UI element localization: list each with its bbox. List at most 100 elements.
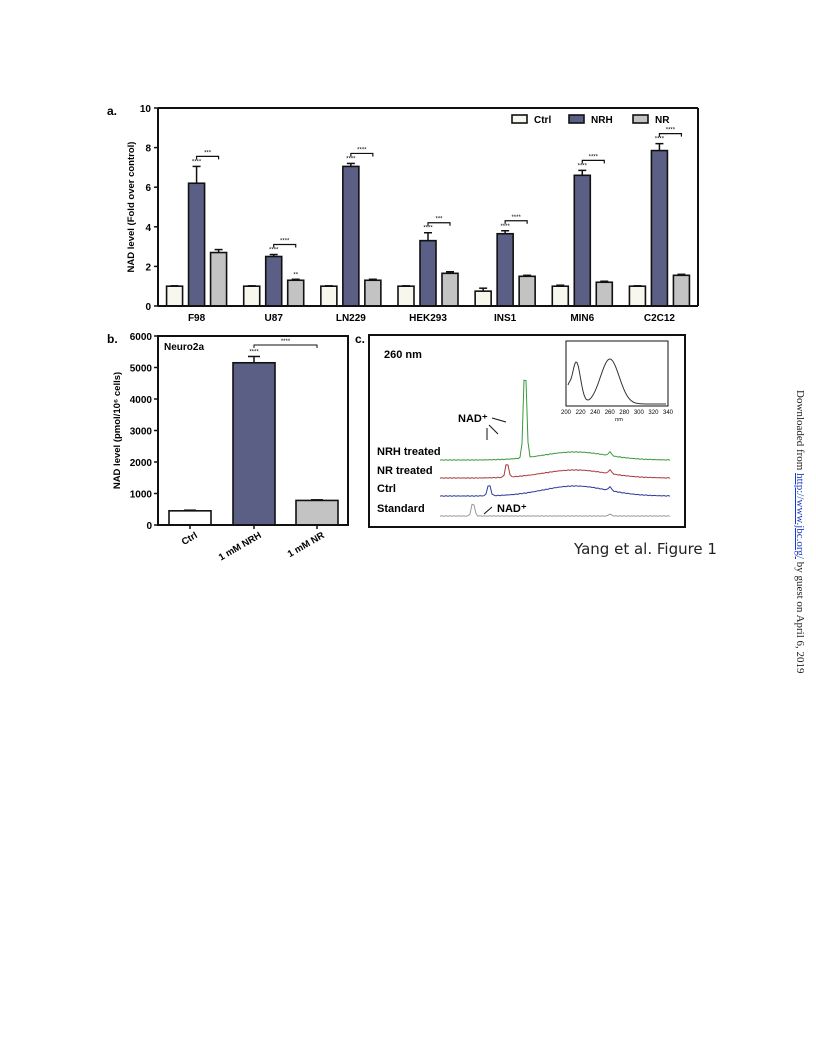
significance-bracket	[195, 155, 220, 160]
download-prefix: Downloaded from	[794, 390, 806, 471]
panel-c-label: c.	[355, 332, 365, 346]
jbc-link[interactable]: http://www.jbc.org/	[794, 473, 806, 559]
panel-a-y-tick-label: 10	[140, 104, 152, 115]
inset-x-tick-label: 300	[634, 410, 645, 416]
panel-a-axes: 0 2 4 6 8 10 NAD level (Fold over control) F98 U…	[126, 104, 699, 324]
trace-label: Standard	[377, 503, 425, 515]
inset-x-tick-label: 320	[648, 410, 659, 416]
significance-bracket	[350, 152, 374, 157]
chromatogram-traces: NRH treated NR treated Ctrl Standard NAD⁺ NAD…	[377, 379, 671, 517]
trace-label: NRH treated	[377, 446, 441, 458]
inset-x-tick-label: 340	[663, 410, 674, 416]
significance-stars: ****	[281, 339, 291, 345]
bar-nr	[595, 281, 614, 307]
inset-x-label: nm	[615, 417, 623, 423]
panel-b-axes: 0 1000 2000 3000 4000 5000 6000 NAD level (pmol…	[112, 332, 349, 563]
panel-b-label: b.	[107, 332, 118, 346]
inset-x-tick-label: 200	[561, 410, 572, 416]
bar-ctrl	[165, 285, 184, 307]
nad-label-lower: NAD⁺	[497, 503, 527, 515]
panel-c-frame	[368, 334, 686, 528]
panel-b-y-tick-label: 0	[146, 521, 152, 532]
inset-frame	[565, 340, 669, 407]
bar-nr	[364, 279, 382, 307]
significance-stars: ***	[204, 150, 212, 156]
panel-b-y-axis-label: NAD level (pmol/10⁶ cells)	[112, 372, 123, 489]
panel-c: c. 260 nm NRH treated NR treated Ctrl Stand…	[355, 332, 686, 528]
panel-a-category-label: F98	[188, 313, 206, 324]
panel-b-bar	[295, 499, 339, 526]
significance-stars: ****	[357, 147, 367, 153]
significance-stars: ****	[249, 349, 259, 355]
significance-stars: ****	[280, 239, 290, 245]
panel-a-legend: Ctrl NRH NR	[511, 114, 670, 126]
panel-b-y-tick-label: 4000	[130, 395, 153, 406]
panel-a-y-tick-label: 8	[145, 144, 151, 155]
panel-b-bars: **** ****	[168, 339, 339, 526]
bar-nr	[209, 251, 228, 307]
significance-bracket	[658, 133, 683, 137]
panel-a-category-label: HEK293	[409, 313, 447, 324]
inset-x-tick-label: 260	[605, 410, 616, 416]
download-suffix: by guest on April 6, 2019	[794, 561, 806, 674]
significance-stars: ****	[500, 224, 510, 230]
significance-stars: ****	[578, 163, 588, 169]
bar-nr	[518, 275, 536, 307]
significance-bracket	[427, 222, 451, 226]
panel-b-inset-label: Neuro2a	[164, 342, 204, 353]
trace-nrh-treated	[439, 379, 671, 461]
inset-x-tick-label: 280	[619, 410, 630, 416]
bar-ctrl	[242, 285, 261, 307]
bar-nrh	[496, 232, 514, 307]
significance-stars: ****	[346, 156, 356, 162]
significance-bracket	[273, 243, 297, 248]
bar-nrh	[342, 165, 360, 307]
panel-a-category-label: LN229	[336, 313, 366, 324]
panel-a-y-tick-label: 6	[145, 183, 151, 194]
panel-b-bar	[168, 510, 212, 526]
panel-b-x-tick-label: 1 mM NR	[286, 530, 327, 560]
panel-a-y-axis-label: NAD level (Fold over control)	[126, 142, 137, 273]
panel-b-y-tick-label: 3000	[130, 427, 153, 438]
significance-stars: ****	[269, 248, 279, 254]
bar-nr	[672, 274, 691, 307]
legend-swatch-ctrl	[511, 114, 528, 124]
panel-a-category-label: INS1	[494, 313, 517, 324]
inset-x-tick-label: 240	[590, 410, 601, 416]
panel-a-category-label: U87	[265, 313, 284, 324]
uv-spectrum-line	[567, 358, 666, 405]
nad-arrow-lower	[483, 506, 493, 515]
panel-a: a. *************************************…	[107, 104, 699, 324]
panel-a-y-tick-label: 2	[145, 262, 151, 273]
trace-label: Ctrl	[377, 483, 396, 495]
significance-bracket	[581, 159, 605, 164]
trace-label: NR treated	[377, 465, 433, 477]
nad-arrow	[488, 424, 499, 435]
panel-b-x-tick-label: 1 mM NRH	[217, 530, 264, 563]
bar-nr	[441, 272, 459, 307]
panel-b-x-tick-label: Ctrl	[180, 530, 200, 548]
trace-ctrl	[439, 485, 671, 497]
nad-label-upper: NAD⁺	[458, 413, 488, 425]
trace-nr-treated	[439, 464, 671, 479]
panel-a-label: a.	[107, 104, 117, 118]
legend-label-ctrl: Ctrl	[534, 115, 551, 126]
panel-a-category-label: C2C12	[644, 313, 676, 324]
wavelength-label: 260 nm	[384, 349, 422, 361]
significance-bracket	[504, 220, 528, 224]
bar-nrh	[650, 149, 669, 307]
legend-swatch-nrh	[568, 114, 585, 124]
panel-a-bars: ****************************************…	[165, 128, 691, 307]
legend-label-nr: NR	[655, 115, 670, 126]
legend-swatch-nr	[632, 114, 649, 124]
download-notice: Downloaded from http://www.jbc.org/ by g…	[790, 390, 810, 690]
bar-nrh	[187, 182, 206, 307]
panel-a-category-label: MIN6	[570, 313, 594, 324]
bar-ctrl	[551, 285, 570, 307]
panel-b-y-tick-label: 2000	[130, 458, 153, 469]
panel-b-bar	[232, 361, 276, 526]
bar-ctrl	[320, 285, 338, 307]
legend-label-nrh: NRH	[591, 115, 613, 126]
significance-bracket	[253, 344, 318, 348]
